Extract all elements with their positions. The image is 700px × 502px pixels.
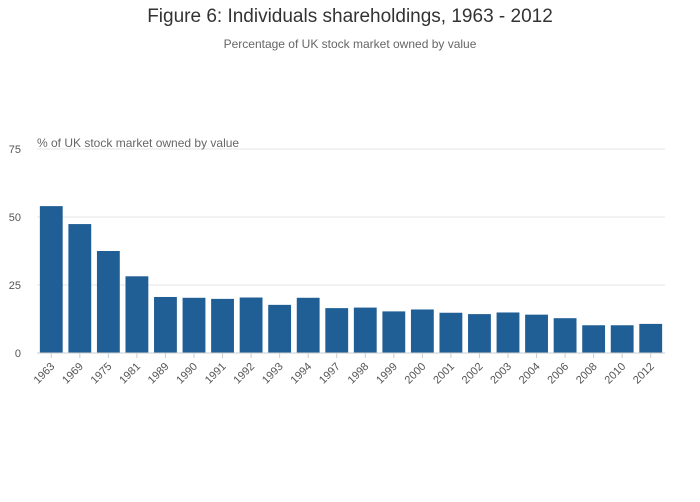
- x-tick-label-2006: 2006: [545, 361, 571, 387]
- x-tick-label-2000: 2000: [403, 361, 429, 387]
- x-tick-label-2002: 2002: [460, 361, 486, 387]
- bar-1997[interactable]: [325, 308, 349, 353]
- y-tick-label: 50: [9, 212, 21, 224]
- x-tick-label-2001: 2001: [431, 361, 457, 387]
- bar-1992[interactable]: [239, 297, 263, 353]
- chart-title: Figure 6: Individuals shareholdings, 196…: [147, 6, 553, 27]
- bar-1969[interactable]: [68, 224, 92, 353]
- x-tick-label-1999: 1999: [374, 361, 400, 387]
- bar-1990[interactable]: [182, 297, 206, 353]
- bar-1989[interactable]: [154, 296, 177, 353]
- bar-1999[interactable]: [382, 311, 406, 353]
- y-tick-label: 0: [15, 348, 21, 360]
- bar-2006[interactable]: [553, 318, 577, 353]
- bar-2008[interactable]: [582, 325, 606, 353]
- bars: [39, 206, 663, 353]
- bar-2010[interactable]: [610, 325, 634, 353]
- gridlines: [37, 148, 665, 286]
- x-tick-label-1989: 1989: [146, 361, 172, 387]
- bar-1998[interactable]: [353, 307, 377, 353]
- x-tick-label-2010: 2010: [603, 361, 629, 387]
- bar-2001[interactable]: [439, 312, 463, 353]
- bar-2002[interactable]: [468, 314, 491, 353]
- y-tick-label: 25: [9, 280, 21, 292]
- x-tick-label-1993: 1993: [260, 361, 286, 387]
- x-tick-label-1963: 1963: [32, 361, 58, 387]
- x-tick-label-1994: 1994: [289, 361, 315, 387]
- x-tick-label-1975: 1975: [89, 361, 115, 387]
- bar-2004[interactable]: [525, 314, 548, 353]
- x-tick-label-1997: 1997: [317, 361, 343, 387]
- y-axis-ticks: 0 25 50 75: [9, 144, 21, 360]
- x-tick-label-1992: 1992: [231, 361, 257, 387]
- x-tick-label-2008: 2008: [574, 361, 600, 387]
- y-tick-label: 75: [9, 144, 21, 156]
- bar-1991[interactable]: [211, 298, 234, 353]
- bar-1963[interactable]: [39, 206, 63, 353]
- bar-2012[interactable]: [639, 323, 663, 353]
- x-tick-label-2012: 2012: [631, 361, 657, 387]
- x-tick-label-1990: 1990: [174, 361, 200, 387]
- x-tick-label-1969: 1969: [60, 361, 86, 387]
- x-tick-label-1991: 1991: [203, 361, 229, 387]
- x-tick-label-1981: 1981: [117, 361, 143, 387]
- bar-2000[interactable]: [410, 309, 434, 353]
- bar-1994[interactable]: [296, 297, 320, 353]
- bar-2003[interactable]: [496, 312, 520, 353]
- x-tick-label-1998: 1998: [346, 361, 372, 387]
- x-tick-label-2003: 2003: [488, 361, 514, 387]
- y-axis-label: % of UK stock market owned by value: [37, 136, 239, 150]
- bar-1975[interactable]: [96, 251, 120, 353]
- chart-subtitle: Percentage of UK stock market owned by v…: [223, 37, 477, 51]
- bar-1981[interactable]: [125, 276, 149, 353]
- bar-1993[interactable]: [268, 304, 292, 353]
- x-tick-label-2004: 2004: [517, 361, 543, 387]
- x-axis-ticks: 1963 1969 1975 1981 1989 1990 1991 1992 1993 1994…: [32, 353, 657, 386]
